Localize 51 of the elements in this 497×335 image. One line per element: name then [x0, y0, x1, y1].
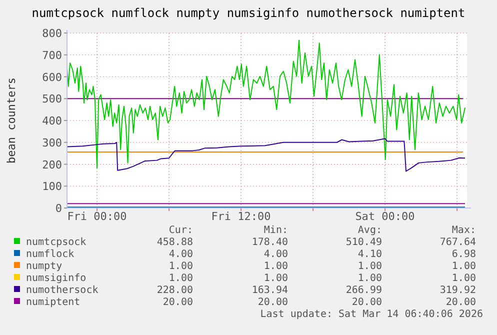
legend-label: numflock: [26, 249, 74, 260]
text: 20.00: [162, 297, 193, 308]
line-series: [66, 40, 466, 168]
text: 178.40: [252, 237, 288, 248]
text: 20.00: [352, 297, 382, 308]
chart-title: numtcpsock numflock numpty numsiginfo numothersock numiptent: [32, 6, 466, 20]
text: Last update: Sat Mar 14 06:40:06 2026: [260, 309, 483, 320]
text: 1.00: [168, 261, 193, 272]
legend-label: numothersock: [26, 285, 98, 296]
y-tick-label: 800: [42, 27, 62, 40]
y-tick-label: 500: [42, 92, 62, 106]
y-tick-label: 700: [42, 48, 62, 62]
text: Max:: [452, 225, 476, 236]
text: 6.98: [452, 249, 476, 260]
legend-label: numsiginfo: [26, 273, 86, 284]
text: 1.00: [358, 273, 382, 284]
text: 4.00: [264, 249, 288, 260]
text: 1.00: [452, 261, 476, 272]
line-series: [66, 138, 466, 172]
text: 4.10: [358, 249, 382, 260]
x-tick-label: Fri 12:00: [211, 210, 271, 223]
y-tick-label: 100: [42, 180, 62, 194]
text: 767.64: [440, 237, 476, 248]
text: 1.00: [358, 261, 382, 272]
text: 20.00: [446, 297, 476, 308]
text: Avg:: [358, 225, 382, 236]
text: 1.00: [452, 273, 476, 284]
text: 228.00: [156, 285, 193, 296]
text: 20.00: [258, 297, 288, 308]
legend-label: numiptent: [26, 297, 80, 308]
x-tick-label: Fri 00:00: [67, 210, 127, 223]
y-axis-title: bean counters: [5, 77, 18, 164]
text: 319.92: [440, 285, 476, 296]
text: 458.88: [156, 237, 193, 248]
y-tick-label: 400: [42, 114, 62, 128]
y-tick-label: 0: [55, 202, 62, 215]
text: 510.49: [346, 237, 382, 248]
text: Min:: [264, 225, 288, 236]
y-tick-label: 300: [42, 136, 62, 150]
text: 1.00: [264, 273, 288, 284]
legend-label: numpty: [26, 261, 62, 272]
y-tick-label: 600: [42, 70, 62, 84]
text: 1.00: [168, 273, 193, 284]
text: Cur:: [168, 225, 193, 236]
y-tick-label: 200: [42, 158, 62, 172]
legend-label: numtcpsock: [26, 237, 86, 248]
text: 163.94: [252, 285, 288, 296]
x-tick-label: Sat 00:00: [355, 210, 415, 223]
text: 4.00: [168, 249, 193, 260]
text: 1.00: [264, 261, 288, 272]
text: 266.99: [346, 285, 382, 296]
